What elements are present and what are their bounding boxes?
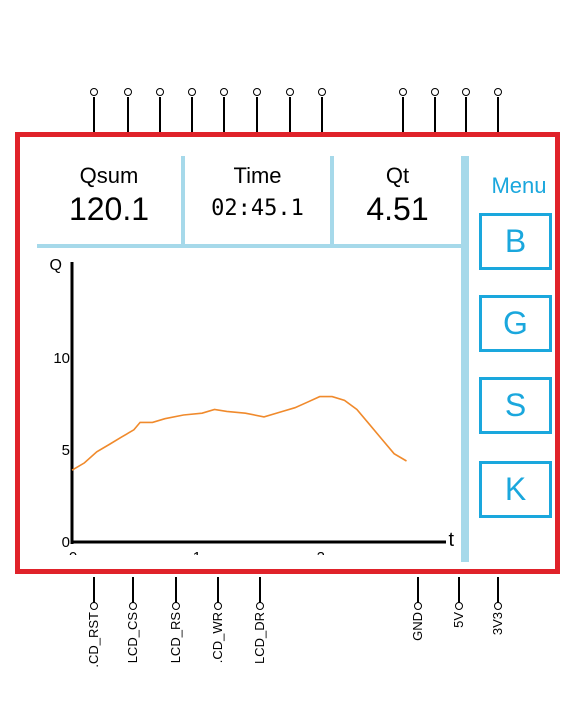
pin-wire: [256, 97, 258, 132]
pin-terminal-icon: [494, 602, 502, 610]
qsum-readout: Qsum 120.1: [37, 163, 181, 227]
pin-label: GND: [410, 612, 425, 641]
x-axis-label: t: [448, 529, 454, 551]
pin-wire: [223, 97, 225, 132]
menu-button-b[interactable]: B: [479, 213, 552, 270]
time-value: 02:45.1: [211, 196, 304, 221]
pin-terminal-icon: [414, 602, 422, 610]
pin-wire: [191, 97, 193, 132]
x-tick-label: 1: [193, 549, 201, 555]
y-tick-label: 5: [62, 442, 70, 459]
pin-terminal-icon: [90, 88, 98, 96]
pin-wire: [434, 97, 436, 132]
q-over-time-chart: Qt 0 5 10 0 1 2: [50, 257, 455, 555]
pin-terminal-icon: [172, 602, 180, 610]
menu-button-k[interactable]: K: [479, 461, 552, 518]
qt-title: Qt: [385, 163, 410, 188]
pin-wire: [417, 577, 419, 604]
pin-wire: [175, 577, 177, 604]
pin-wire: [127, 97, 129, 132]
pin-wire: [132, 577, 134, 604]
pin-wire: [458, 577, 460, 604]
x-tick-label: 2: [317, 549, 325, 555]
header-separator: [181, 156, 185, 244]
pin-wire: [93, 577, 95, 604]
pin-terminal-icon: [286, 88, 294, 96]
pin-terminal-icon: [124, 88, 132, 96]
time-title: Time: [233, 163, 282, 188]
pin-terminal-icon: [256, 602, 264, 610]
pin-terminal-icon: [90, 602, 98, 610]
pin-terminal-icon: [129, 602, 137, 610]
pin-label: LCD_DR: [252, 612, 267, 665]
pin-wire: [497, 97, 499, 132]
menu-title: Menu: [491, 173, 547, 198]
pin-terminal-icon: [318, 88, 326, 96]
pin-wire: [259, 577, 261, 604]
pin-terminal-icon: [399, 88, 407, 96]
qt-value: 4.51: [366, 191, 429, 227]
qsum-value: 120.1: [68, 191, 150, 227]
lcd-board: Qsum 120.1 Time 02:45.1 Qt 4.51 Menu B G…: [15, 132, 560, 574]
pin-label: 3V3: [490, 612, 505, 636]
time-readout: Time 02:45.1: [185, 163, 330, 223]
pin-terminal-icon: [156, 88, 164, 96]
pin-label: LCD_CS: [125, 612, 140, 664]
pin-wire: [321, 97, 323, 132]
header-separator: [330, 156, 334, 244]
pin-wire: [497, 577, 499, 604]
pin-terminal-icon: [431, 88, 439, 96]
x-tick-label: 0: [69, 549, 77, 555]
pin-wire: [402, 97, 404, 132]
pin-wire: [217, 577, 219, 604]
pin-wire: [93, 97, 95, 132]
y-tick-label: 0: [62, 534, 70, 551]
qt-readout: Qt 4.51: [334, 163, 461, 227]
q-series-line: [71, 395, 407, 471]
menu-button-s[interactable]: S: [479, 377, 552, 434]
pin-wire: [465, 97, 467, 132]
header-divider: [37, 244, 467, 248]
y-tick-label: 10: [53, 350, 70, 367]
pin-terminal-icon: [494, 88, 502, 96]
pin-label: LCD_RS: [168, 612, 183, 664]
pin-terminal-icon: [462, 88, 470, 96]
pin-terminal-icon: [214, 602, 222, 610]
y-axis-label: Q: [50, 257, 62, 274]
pin-terminal-icon: [253, 88, 261, 96]
pin-wire: [289, 97, 291, 132]
pin-terminal-icon: [188, 88, 196, 96]
pin-label: .CD_WR: [210, 612, 225, 664]
pin-wire: [159, 97, 161, 132]
menu-button-g[interactable]: G: [479, 295, 552, 352]
qsum-title: Qsum: [79, 163, 139, 188]
pin-label: .CD_RST: [86, 612, 101, 668]
menu-separator: [461, 156, 469, 562]
pin-terminal-icon: [220, 88, 228, 96]
pin-terminal-icon: [455, 602, 463, 610]
pin-label: 5V: [451, 612, 466, 628]
